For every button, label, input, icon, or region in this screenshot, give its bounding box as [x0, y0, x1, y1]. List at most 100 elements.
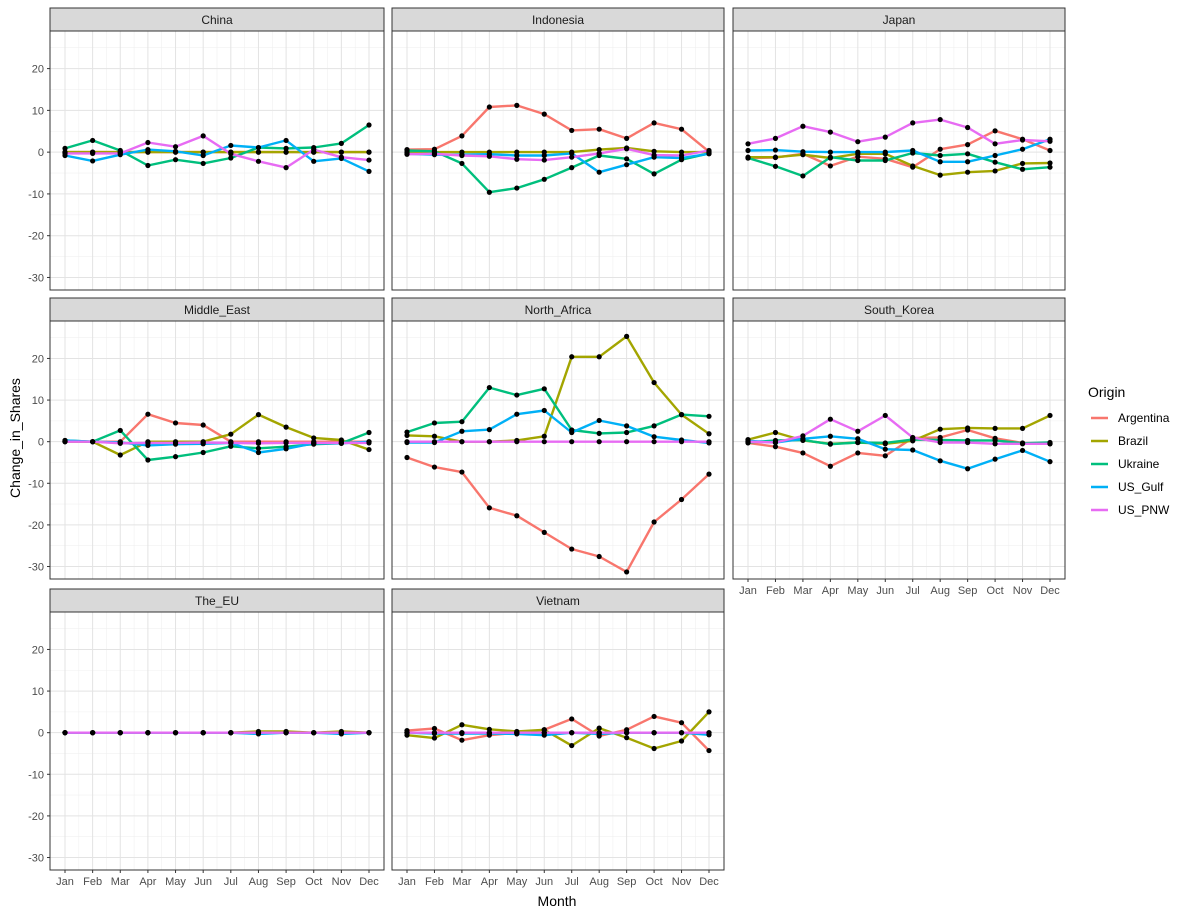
- data-point: [569, 439, 575, 445]
- data-point: [992, 159, 998, 165]
- series-line-brazil: [65, 413, 370, 457]
- data-point: [569, 730, 575, 736]
- data-point: [172, 148, 179, 154]
- data-point: [624, 156, 630, 162]
- data-point: [255, 445, 262, 451]
- data-point: [459, 439, 465, 445]
- data-point: [596, 725, 602, 731]
- series-line-us-gulf: [407, 409, 710, 445]
- data-point: [255, 440, 262, 446]
- data-point: [90, 137, 96, 144]
- x-tick-label: May: [847, 585, 868, 597]
- x-tick-label: Mar: [793, 585, 812, 597]
- data-point: [745, 141, 751, 147]
- data-point: [678, 738, 685, 744]
- data-point: [486, 427, 492, 433]
- data-point: [431, 464, 438, 470]
- data-point: [855, 450, 861, 456]
- data-point: [706, 747, 712, 754]
- data-point: [338, 154, 344, 160]
- data-point: [882, 134, 888, 140]
- facet-strip-label: Vietnam: [536, 594, 580, 608]
- data-point: [965, 124, 971, 131]
- data-point: [514, 392, 520, 398]
- data-point: [117, 150, 123, 156]
- data-point: [651, 171, 657, 177]
- data-point: [486, 384, 492, 391]
- x-tick-label: Feb: [766, 585, 785, 597]
- data-point: [992, 168, 998, 174]
- data-point: [624, 423, 630, 429]
- legend-label: Ukraine: [1118, 457, 1160, 471]
- data-point: [486, 104, 492, 110]
- data-point: [651, 379, 657, 386]
- data-point: [772, 439, 779, 446]
- x-tick-label: Jun: [535, 876, 553, 888]
- x-tick-label: Jul: [906, 585, 920, 597]
- data-point: [569, 716, 575, 722]
- x-tick-label: Nov: [332, 876, 352, 888]
- data-point: [90, 730, 96, 736]
- data-point: [366, 122, 372, 128]
- data-point: [827, 433, 833, 439]
- data-point: [1047, 138, 1053, 144]
- y-tick-label: 0: [38, 437, 44, 449]
- facet-strip-label: South_Korea: [864, 303, 934, 317]
- data-point: [514, 513, 520, 519]
- data-point: [117, 452, 123, 458]
- data-point: [651, 434, 657, 440]
- x-tick-label: Apr: [822, 585, 839, 597]
- data-point: [678, 152, 685, 159]
- data-point: [678, 412, 685, 418]
- series-line-ukraine: [747, 151, 1051, 178]
- data-point: [1019, 447, 1026, 454]
- data-point: [624, 162, 630, 168]
- data-point: [772, 135, 779, 141]
- y-tick-label: 10: [32, 395, 44, 407]
- data-point: [283, 446, 289, 452]
- data-point: [228, 730, 234, 736]
- data-point: [827, 163, 833, 169]
- data-point: [624, 333, 630, 339]
- data-point: [514, 102, 520, 108]
- data-point: [1019, 441, 1026, 447]
- data-point: [431, 735, 438, 741]
- data-point: [569, 742, 575, 749]
- data-point: [745, 155, 751, 161]
- y-tick-label: 20: [32, 64, 44, 76]
- data-point: [965, 159, 971, 165]
- data-point: [1047, 160, 1053, 166]
- data-point: [541, 529, 547, 535]
- data-point: [651, 730, 657, 736]
- facet-strip-label: Japan: [883, 13, 916, 27]
- data-point: [228, 431, 234, 437]
- y-tick-label: 20: [32, 353, 44, 365]
- data-point: [541, 176, 547, 182]
- x-tick-label: May: [506, 876, 527, 888]
- data-point: [366, 440, 372, 446]
- facet-panel-china: China 20 10 0 -10 -20 -30: [28, 7, 385, 291]
- data-point: [569, 127, 575, 134]
- series-line-argentina: [747, 428, 1051, 468]
- data-point: [937, 116, 943, 123]
- data-point: [800, 433, 806, 439]
- y-tick-label: -20: [28, 520, 44, 532]
- data-point: [172, 440, 179, 446]
- data-point: [745, 147, 751, 154]
- data-point: [992, 441, 998, 447]
- legend-title: Origin: [1088, 384, 1125, 400]
- panel-border: [391, 30, 725, 291]
- data-point: [651, 152, 657, 158]
- legend-item-ukraine: Ukraine: [1091, 457, 1160, 471]
- data-point: [541, 730, 547, 736]
- data-point: [678, 439, 685, 445]
- data-point: [651, 439, 657, 445]
- data-point: [338, 440, 344, 446]
- data-point: [514, 156, 520, 162]
- data-point: [431, 433, 438, 439]
- data-point: [459, 428, 465, 434]
- data-point: [965, 466, 971, 472]
- data-point: [965, 151, 971, 157]
- data-point: [338, 149, 344, 155]
- panel-border: [49, 30, 385, 291]
